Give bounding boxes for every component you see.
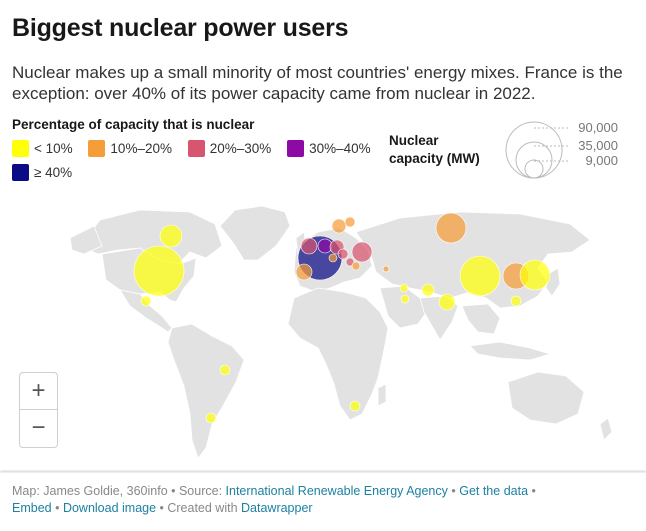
indonesia	[469, 341, 552, 361]
bubble-india[interactable]	[438, 293, 456, 311]
size-circle-large	[505, 121, 563, 179]
alaska	[69, 225, 103, 255]
legend-label: 10%–20%	[110, 141, 172, 156]
get-data-link[interactable]: Get the data	[459, 484, 529, 498]
southeast-asia	[461, 303, 501, 335]
bubble-armenia[interactable]	[382, 265, 390, 273]
embed-link[interactable]: Embed	[12, 501, 52, 515]
download-image-link[interactable]: Download image	[62, 501, 157, 515]
datawrapper-link[interactable]: Datawrapper	[241, 501, 313, 515]
bubble-turkey-iran[interactable]	[399, 283, 409, 293]
bubble-russia[interactable]	[435, 212, 467, 244]
bubble-finland[interactable]	[344, 216, 356, 228]
bubble-china[interactable]	[459, 255, 501, 297]
size-label-9000: 9,000	[585, 153, 618, 168]
australia	[507, 371, 585, 425]
zoom-in-button[interactable]: +	[31, 377, 46, 404]
bubble-brazil[interactable]	[219, 364, 231, 376]
bubble-mexico[interactable]	[140, 295, 152, 307]
legend-label: 20%–30%	[209, 141, 272, 156]
bubble-canada[interactable]	[159, 224, 183, 248]
bubble-argentina[interactable]	[205, 412, 217, 424]
size-legend: 90,000 35,000 9,000	[505, 120, 618, 179]
footer-sep: •	[51, 501, 63, 515]
legend-swatch	[287, 140, 305, 157]
legend-item-20-30: 20%–30%	[187, 140, 272, 157]
zoom-control: + −	[19, 372, 58, 448]
madagascar	[377, 383, 387, 407]
footer-sep: •	[447, 484, 460, 498]
size-legend-title: Nuclear capacity (MW)	[389, 133, 480, 166]
bubble-czechia[interactable]	[337, 248, 349, 260]
world-map[interactable]	[0, 188, 646, 473]
legend-swatch	[12, 140, 29, 157]
bubble-switzerland[interactable]	[328, 253, 338, 263]
legend-label: 30%–40%	[309, 141, 371, 156]
color-legend-title: Percentage of capacity that is nuclear	[12, 117, 255, 132]
chart-subtitle: Nuclear makes up a small minority of mos…	[12, 63, 623, 103]
bubble-romania[interactable]	[351, 261, 361, 271]
africa	[287, 287, 389, 421]
bubble-hungary[interactable]	[345, 257, 355, 267]
bubble-pakistan[interactable]	[421, 283, 435, 297]
new-zealand	[599, 417, 613, 441]
legend-label: ≥ 40%	[34, 165, 73, 180]
south-america	[167, 323, 245, 459]
zoom-out-button[interactable]: −	[20, 409, 57, 446]
size-label-35000: 35,000	[578, 138, 618, 153]
color-legend: < 10% 10%–20% 20%–30% 30%–40% ≥ 40%	[12, 140, 392, 188]
legend-swatch	[12, 164, 29, 181]
bubble-taiwan[interactable]	[510, 295, 522, 307]
legend-swatch	[88, 140, 106, 157]
footer-sep: •	[528, 484, 536, 498]
source-link[interactable]: International Renewable Energy Agency	[225, 484, 448, 498]
legend-label: < 10%	[34, 141, 73, 156]
nuclear-bubbles	[133, 212, 551, 424]
bubble-uk[interactable]	[300, 237, 318, 255]
bubble-usa[interactable]	[133, 245, 185, 297]
antarctica-edge	[0, 469, 646, 473]
bubble-uae[interactable]	[400, 294, 410, 304]
chart-title: Biggest nuclear power users	[12, 14, 349, 42]
size-label-90000: 90,000	[578, 120, 618, 135]
legend-item-over-40: ≥ 40%	[12, 164, 72, 181]
footer-credits: Map: James Goldie, 360info • Source: Int…	[12, 483, 632, 517]
canada	[79, 209, 223, 267]
bubble-south-africa[interactable]	[349, 400, 361, 412]
legend-swatch	[187, 140, 205, 157]
bubble-ukraine[interactable]	[351, 241, 373, 263]
footer-sep: • Created with	[156, 501, 242, 515]
bubble-japan[interactable]	[519, 259, 551, 291]
bubble-spain[interactable]	[295, 263, 313, 281]
size-circle-small	[524, 159, 544, 179]
legend-item-10-20: 10%–20%	[88, 140, 172, 157]
footer-prefix: Map: James Goldie, 360info • Source:	[12, 484, 226, 498]
bubble-sweden[interactable]	[331, 218, 347, 234]
legend-item-under-10: < 10%	[12, 140, 73, 157]
legend-item-30-40: 30%–40%	[287, 140, 371, 157]
greenland	[219, 205, 291, 261]
